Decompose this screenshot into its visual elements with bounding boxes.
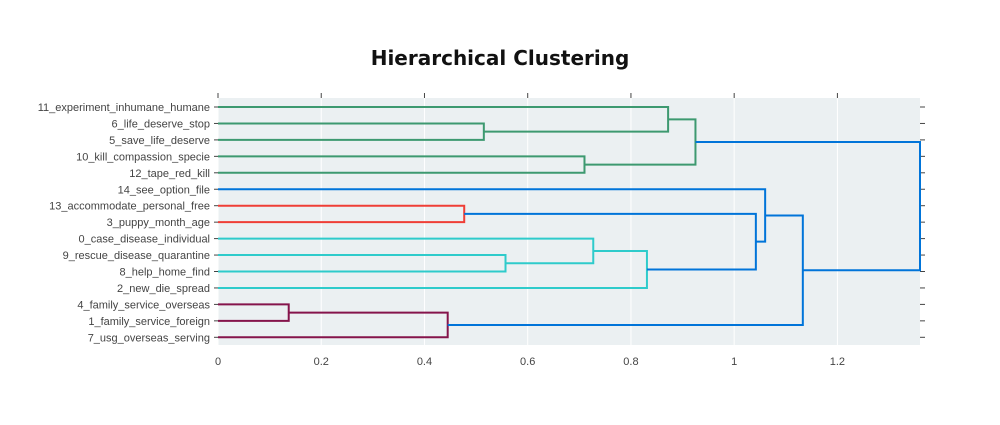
leaf-label: 8_help_home_find	[119, 267, 210, 279]
x-tick-label-5: 1	[731, 356, 737, 368]
link-m10	[218, 188, 767, 243]
leaf-label: 7_usg_overseas_serving	[88, 332, 210, 344]
x-axis-tick-labels: 0 0.2 0.4 0.6 0.8 1 1.2	[215, 356, 845, 368]
x-tick-label-4: 0.8	[623, 356, 638, 368]
leaf-labels: 11_experiment_inhumane_humane 6_life_dese…	[38, 102, 211, 344]
x-tick-label-1: 0.2	[314, 356, 329, 368]
leaf-label: 13_accommodate_personal_free	[49, 201, 210, 213]
leaf-label: 3_puppy_month_age	[107, 217, 210, 229]
leaf-label: 14_see_option_file	[118, 184, 210, 196]
leaf-label: 0_case_disease_individual	[79, 234, 210, 246]
axis-ticks	[214, 93, 925, 338]
x-tick-label-0: 0	[215, 356, 221, 368]
chart-title: Hierarchical Clustering	[371, 46, 630, 70]
link-m6	[218, 254, 507, 273]
x-tick-label-6: 1.2	[830, 356, 845, 368]
leaf-label: 2_new_die_spread	[117, 283, 210, 295]
link-m3	[218, 155, 586, 174]
link-m14	[695, 140, 921, 272]
leaf-label: 11_experiment_inhumane_humane	[38, 102, 210, 114]
link-m11	[218, 303, 290, 322]
leaf-label: 12_tape_red_kill	[129, 168, 210, 180]
leaf-label: 4_family_service_overseas	[77, 299, 210, 311]
dendrogram-links	[218, 106, 921, 339]
x-tick-label-3: 0.6	[520, 356, 535, 368]
leaf-label: 9_rescue_disease_quarantine	[63, 250, 210, 262]
link-m7	[218, 237, 595, 265]
leaf-label: 10_kill_compassion_specie	[76, 151, 210, 163]
link-m4	[584, 118, 697, 166]
leaf-label: 1_family_service_foreign	[88, 316, 210, 328]
link-m5	[218, 204, 466, 224]
leaf-label: 5_save_life_deserve	[109, 135, 210, 147]
leaf-label: 6_life_deserve_stop	[112, 118, 210, 130]
x-tick-label-2: 0.4	[417, 356, 432, 368]
